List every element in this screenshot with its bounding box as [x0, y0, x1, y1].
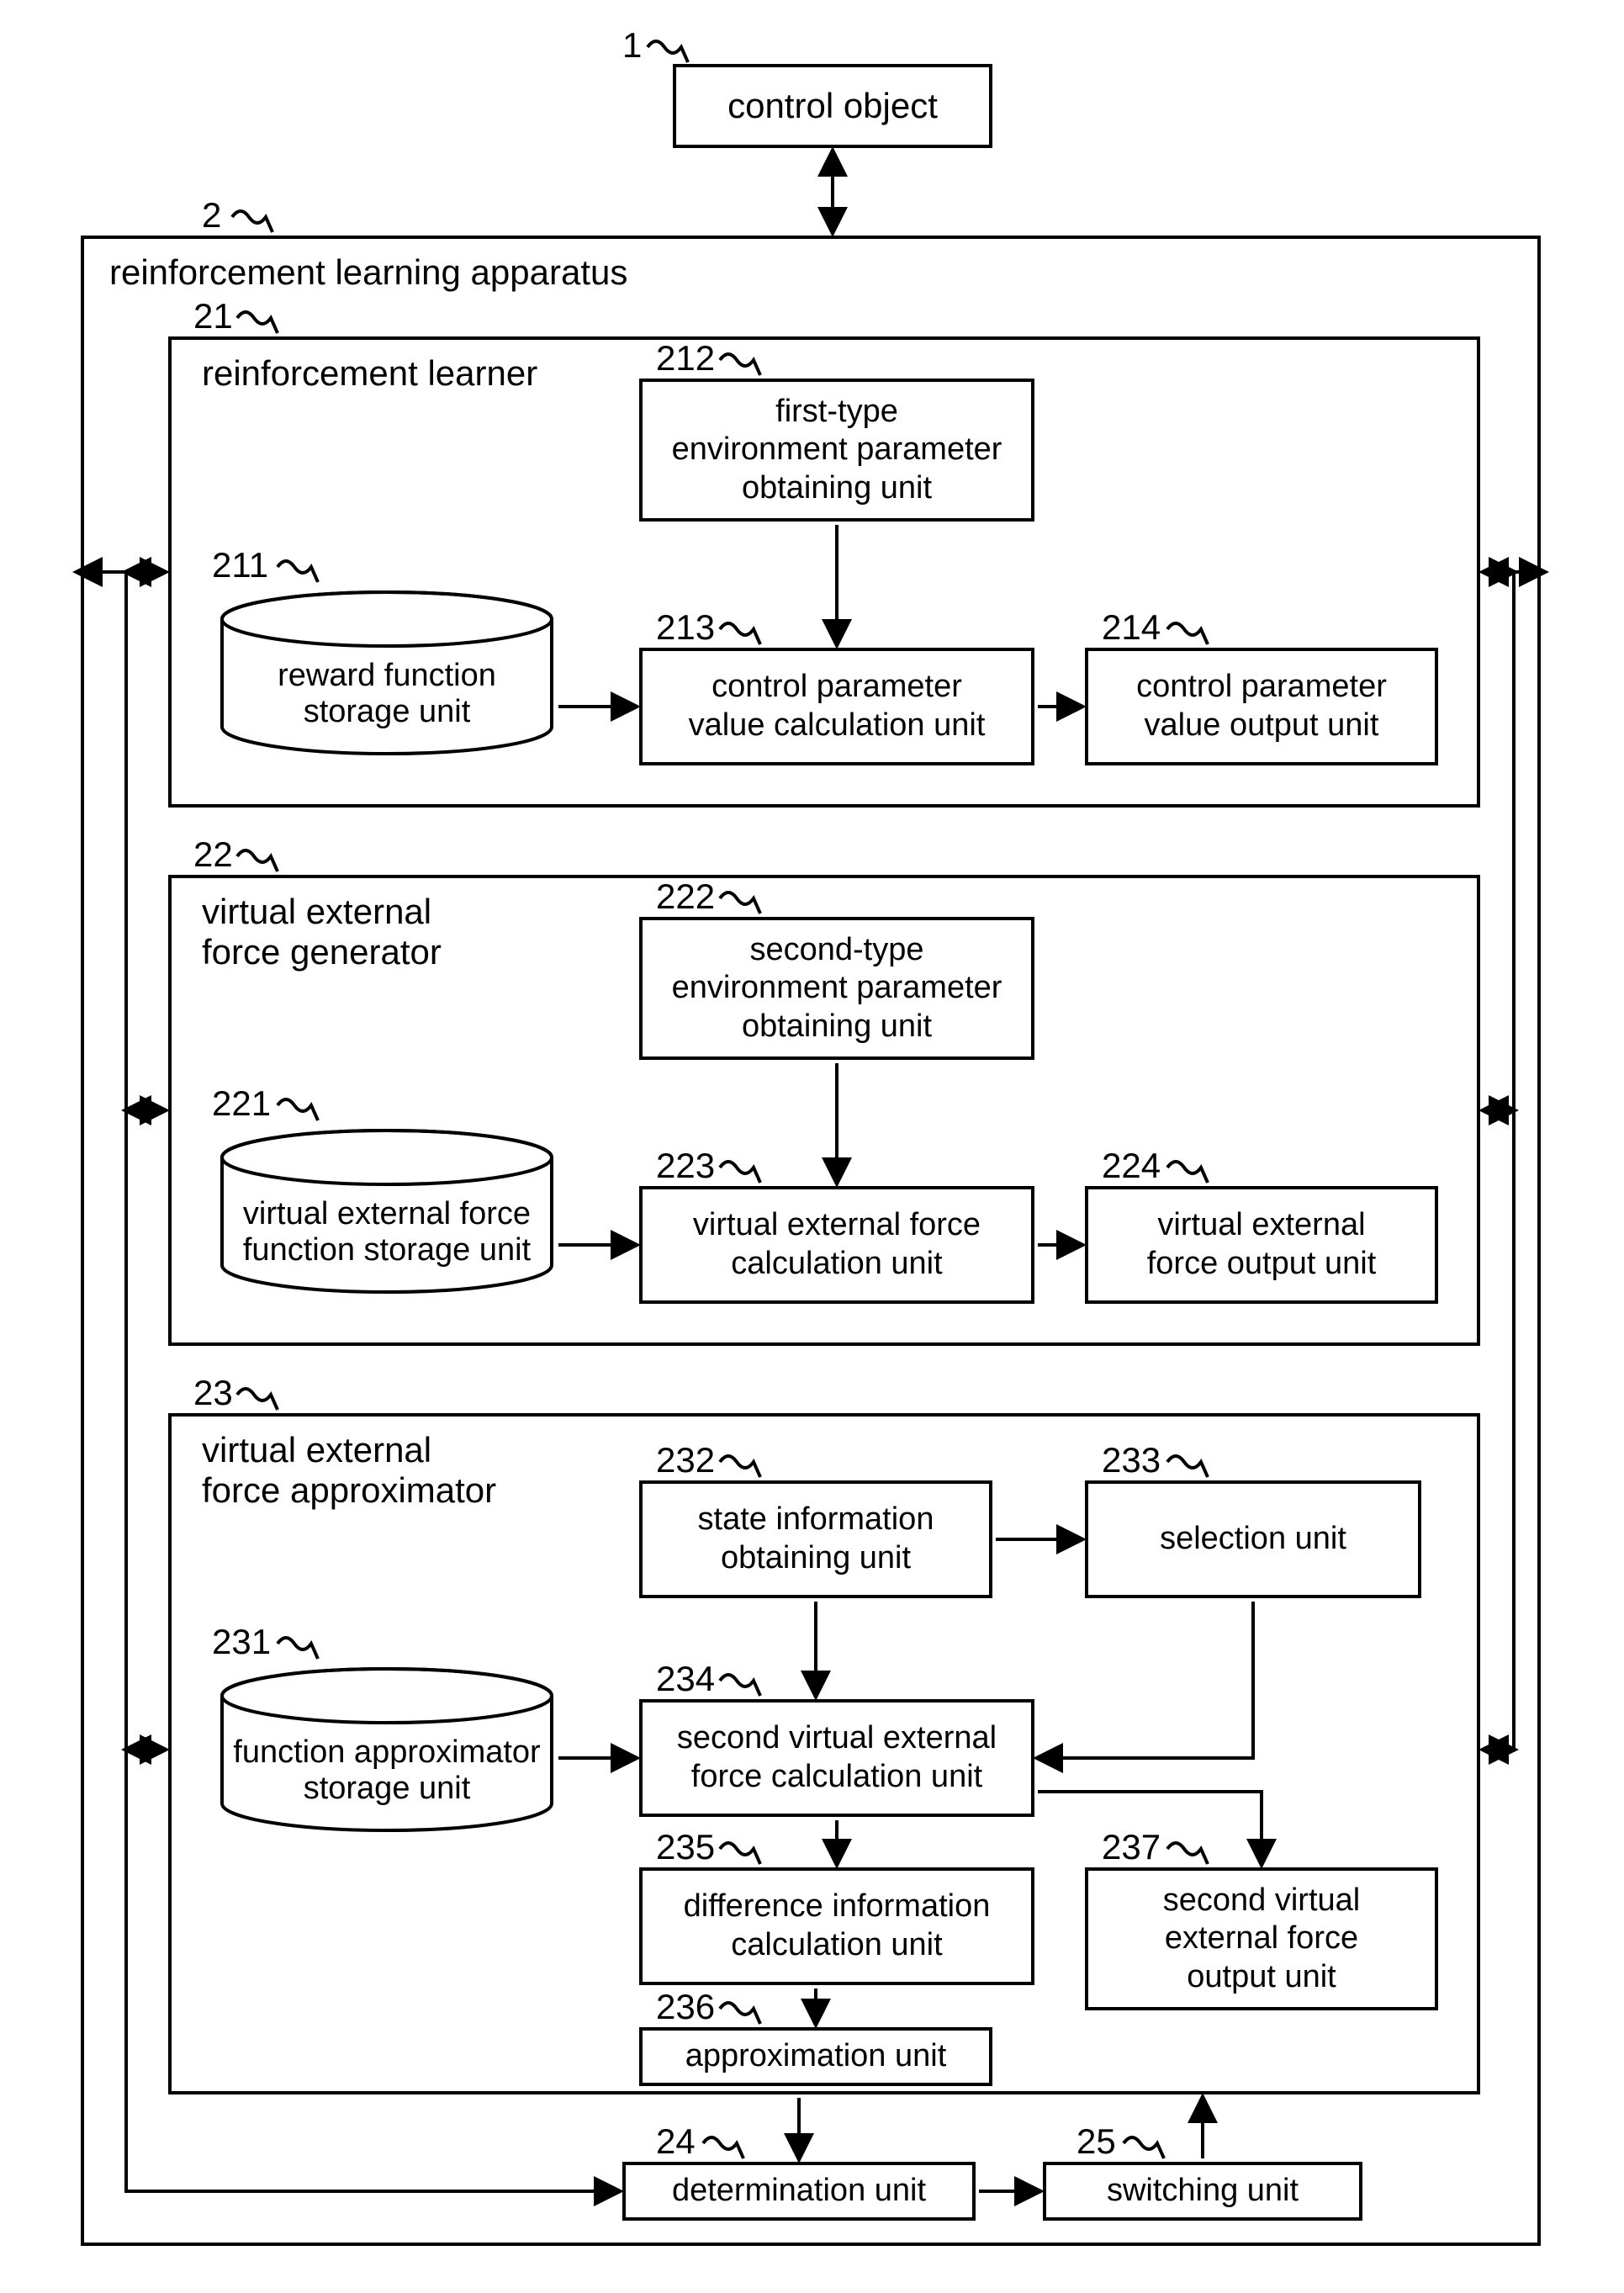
ref-22: 22: [193, 834, 233, 875]
box-214-label: control parameter value output unit: [1136, 668, 1387, 744]
ref-222: 222: [656, 876, 715, 917]
ref-212: 212: [656, 338, 715, 379]
ref-235: 235: [656, 1827, 715, 1867]
cylinder-211: reward function storage unit: [219, 589, 555, 757]
ref-21: 21: [193, 296, 233, 336]
ref-231: 231: [212, 1622, 271, 1662]
box-236: approximation unit: [639, 2027, 992, 2086]
ref-211: 211: [212, 545, 268, 585]
box-222: second-type environment parameter obtain…: [639, 917, 1034, 1060]
cyl-221-label: virtual external force function storage …: [219, 1196, 555, 1268]
ref-233: 233: [1102, 1440, 1161, 1480]
ref-223: 223: [656, 1146, 715, 1186]
box-233-label: selection unit: [1160, 1520, 1346, 1559]
cylinder-221: virtual external force function storage …: [219, 1127, 555, 1295]
control-object-label: control object: [727, 85, 938, 127]
box-212: first-type environment parameter obtaini…: [639, 379, 1034, 522]
cyl-211-label: reward function storage unit: [219, 658, 555, 730]
ref-2: 2: [202, 195, 221, 236]
box-25-label: switching unit: [1107, 2172, 1299, 2211]
box-222-label: second-type environment parameter obtain…: [672, 931, 1002, 1046]
ref-1: 1: [622, 25, 642, 66]
ref-25: 25: [1076, 2121, 1116, 2162]
ref-23: 23: [193, 1373, 233, 1413]
box-233: selection unit: [1085, 1480, 1421, 1598]
box-224: virtual external force output unit: [1085, 1186, 1438, 1304]
box-235-label: difference information calculation unit: [684, 1888, 991, 1964]
box-237: second virtual external force output uni…: [1085, 1867, 1438, 2010]
box-234-label: second virtual external force calculatio…: [677, 1719, 997, 1796]
box-24-label: determination unit: [672, 2172, 926, 2211]
ref-213: 213: [656, 607, 715, 648]
box-223-label: virtual external force calculation unit: [693, 1206, 981, 1283]
ref-232: 232: [656, 1440, 715, 1480]
box-232-label: state information obtaining unit: [698, 1501, 934, 1577]
box-212-label: first-type environment parameter obtaini…: [672, 393, 1002, 508]
box-237-label: second virtual external force output uni…: [1163, 1882, 1360, 1997]
box-213: control parameter value calculation unit: [639, 648, 1034, 765]
learner-title: reinforcement learner: [202, 353, 537, 394]
box-213-label: control parameter value calculation unit: [689, 668, 986, 744]
box-25: switching unit: [1043, 2162, 1362, 2221]
box-232: state information obtaining unit: [639, 1480, 992, 1598]
control-object-box: control object: [673, 64, 992, 148]
apparatus-title: reinforcement learning apparatus: [109, 252, 627, 293]
cyl-231-label: function approximator storage unit: [219, 1734, 555, 1807]
box-214: control parameter value output unit: [1085, 648, 1438, 765]
box-236-label: approximation unit: [685, 2037, 947, 2076]
ref-237: 237: [1102, 1827, 1161, 1867]
box-235: difference information calculation unit: [639, 1867, 1034, 1985]
ref-224: 224: [1102, 1146, 1161, 1186]
ref-214: 214: [1102, 607, 1161, 648]
vefg-title: virtual external force generator: [202, 892, 442, 972]
cylinder-231: function approximator storage unit: [219, 1665, 555, 1834]
box-223: virtual external force calculation unit: [639, 1186, 1034, 1304]
box-234: second virtual external force calculatio…: [639, 1699, 1034, 1817]
ref-236: 236: [656, 1987, 715, 2027]
ref-234: 234: [656, 1659, 715, 1699]
box-24: determination unit: [622, 2162, 976, 2221]
box-224-label: virtual external force output unit: [1147, 1206, 1377, 1283]
ref-24: 24: [656, 2121, 696, 2162]
vefa-title: virtual external force approximator: [202, 1430, 496, 1511]
ref-221: 221: [212, 1083, 271, 1124]
